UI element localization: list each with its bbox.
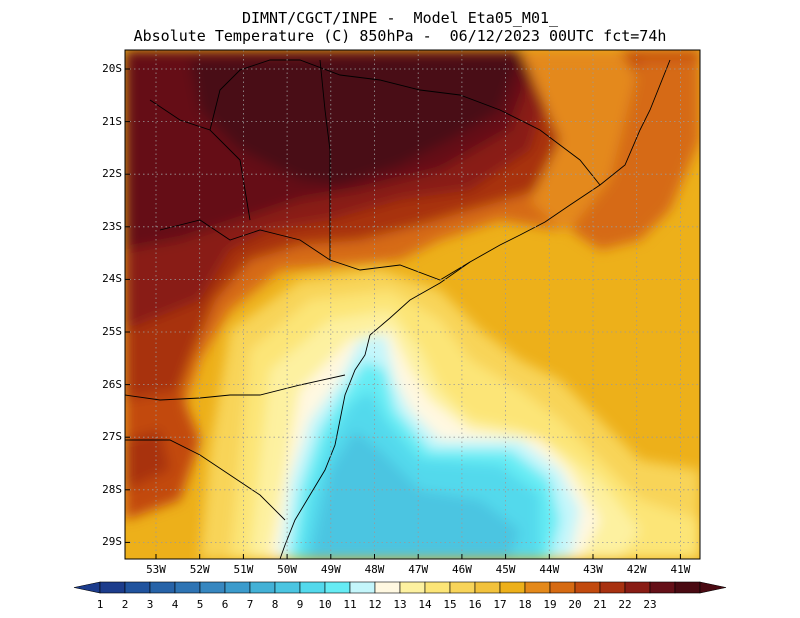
lat-label: 29S xyxy=(102,535,122,549)
colorbar-swatch xyxy=(199,581,226,594)
colorbar-swatch xyxy=(424,581,451,594)
lon-label: 42W xyxy=(626,563,647,576)
colorbar-label: 12 xyxy=(368,598,382,611)
lat-label: 27S xyxy=(102,430,122,444)
lat-label: 23S xyxy=(102,219,122,233)
lon-label: 44W xyxy=(539,563,560,576)
colorbar-label: 21 xyxy=(593,598,607,611)
lat-label: 20S xyxy=(102,62,122,75)
colorbar-label: 1 xyxy=(96,598,104,611)
lat-label: 21S xyxy=(102,114,122,128)
map-title-line-2: Absolute Temperature (C) 850hPa - 06/12/… xyxy=(133,27,667,45)
colorbar-label: 7 xyxy=(246,598,254,611)
lon-label: 50W xyxy=(277,563,298,576)
colorbar-label: 11 xyxy=(343,598,357,611)
colorbar-swatch xyxy=(499,581,526,594)
colorbar-label: 15 xyxy=(443,598,457,611)
lon-label: 49W xyxy=(320,563,341,576)
colorbar-swatch xyxy=(99,581,126,594)
lon-label: 45W xyxy=(495,563,516,576)
colorbar-label: 4 xyxy=(171,598,179,611)
lat-label: 24S xyxy=(102,272,122,286)
colorbar-label: 16 xyxy=(468,598,482,611)
lat-label: 28S xyxy=(102,482,122,496)
colorbar-label: 9 xyxy=(296,598,304,611)
colorbar-label: 6 xyxy=(221,598,229,611)
colorbar-swatch xyxy=(224,581,251,594)
colorbar-label: 23 xyxy=(643,598,657,611)
colorbar-label: 22 xyxy=(618,598,632,611)
colorbar-swatch xyxy=(599,581,626,594)
colorbar-swatch xyxy=(374,581,401,594)
colorbar-swatch xyxy=(674,581,701,594)
lon-label: 53W xyxy=(146,563,166,576)
colorbar-swatch xyxy=(449,581,476,594)
lon-label: 51W xyxy=(233,563,254,576)
colorbar-label: 10 xyxy=(318,598,332,611)
lon-label: 43W xyxy=(583,563,603,576)
lon-label: 48W xyxy=(364,563,385,576)
colorbar-swatch xyxy=(574,581,601,594)
colorbar-swatch xyxy=(249,581,276,594)
colorbar-label: 5 xyxy=(196,598,204,611)
colorbar-swatch xyxy=(149,581,176,594)
colorbar-label: 20 xyxy=(568,598,582,611)
map-title-line-1: DIMNT/CGCT/INPE - Model Eta05_M01_ xyxy=(241,9,559,27)
lon-label: 46W xyxy=(451,563,472,576)
colorbar-label: 13 xyxy=(393,598,407,611)
colorbar-label: 3 xyxy=(146,598,154,611)
lon-label: 41W xyxy=(670,563,691,576)
colorbar-swatch xyxy=(174,581,201,594)
colorbar-label: 14 xyxy=(418,598,432,611)
temperature-field xyxy=(125,50,700,559)
colorbar-swatch xyxy=(274,581,301,594)
colorbar-swatch xyxy=(549,581,576,594)
colorbar-label: 19 xyxy=(543,598,557,611)
map-frame xyxy=(124,49,701,560)
colorbar-over-arrow xyxy=(699,581,727,594)
lon-label: 47W xyxy=(408,563,429,576)
colorbar-label: 2 xyxy=(121,598,129,611)
colorbar-swatch xyxy=(524,581,551,594)
colorbar-swatch xyxy=(624,581,651,594)
lat-label: 26S xyxy=(102,377,122,391)
lon-label: 52W xyxy=(189,563,210,576)
colorbar-label: 8 xyxy=(271,598,279,611)
colorbar xyxy=(73,581,727,594)
graticule xyxy=(125,50,700,559)
axis-ticks xyxy=(125,68,681,559)
colorbar-under-arrow xyxy=(73,581,101,594)
colorbar-swatch xyxy=(299,581,326,594)
colorbar-label: 18 xyxy=(518,598,532,611)
lat-label: 22S xyxy=(102,167,122,181)
colorbar-swatch xyxy=(474,581,501,594)
coastline xyxy=(125,59,671,559)
colorbar-swatch xyxy=(124,581,151,594)
colorbar-swatch xyxy=(324,581,351,594)
colorbar-swatch xyxy=(399,581,426,594)
colorbar-swatch xyxy=(649,581,676,594)
lat-label: 25S xyxy=(102,325,122,338)
colorbar-label: 17 xyxy=(493,598,507,611)
colorbar-swatch xyxy=(349,581,376,594)
